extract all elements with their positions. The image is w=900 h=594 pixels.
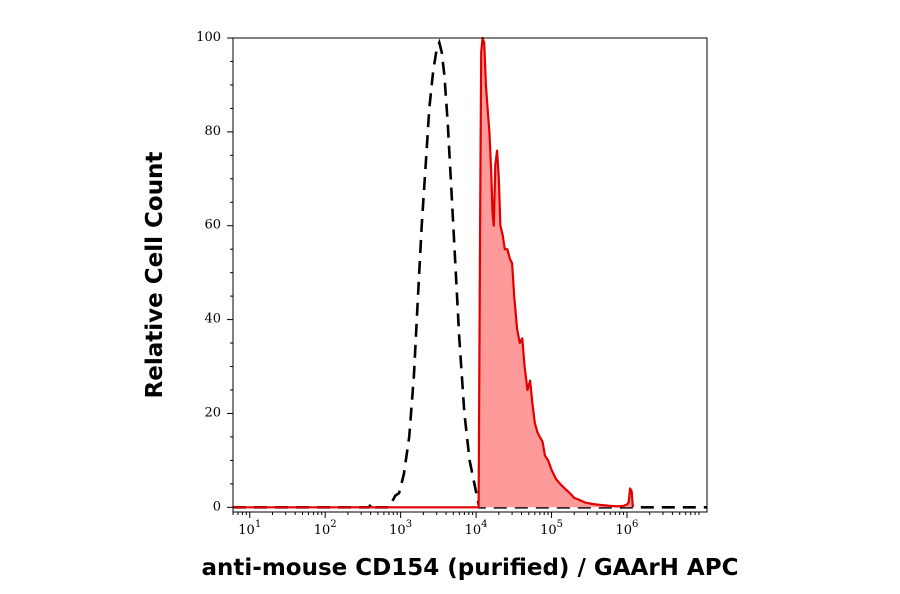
x-tick-label: 106	[616, 519, 639, 538]
x-tick-label: 104	[465, 519, 488, 538]
x-tick-label: 105	[540, 519, 563, 538]
y-tick-label: 20	[204, 405, 221, 420]
tick-layer: 0 20 40 60 80 100 101 102 103 104 105 106	[196, 30, 700, 538]
y-tick-label: 0	[213, 499, 221, 514]
y-axis-title: Relative Cell Count	[142, 152, 168, 399]
x-axis-title: anti-mouse CD154 (purified) / GAArH APC	[202, 555, 739, 581]
y-tick-label: 80	[204, 124, 221, 139]
y-tick-label: 60	[204, 218, 221, 233]
x-tick-label: 102	[314, 519, 337, 538]
control-dashed-line	[233, 38, 707, 509]
x-tick-label: 103	[389, 519, 412, 538]
stained-area-fill	[233, 38, 633, 508]
series-layer	[233, 36, 707, 509]
x-tick-label: 101	[238, 519, 261, 538]
stained-line	[233, 36, 634, 509]
y-tick-label: 40	[204, 312, 221, 327]
y-tick-label: 100	[196, 30, 221, 45]
plot-frame	[232, 37, 708, 513]
